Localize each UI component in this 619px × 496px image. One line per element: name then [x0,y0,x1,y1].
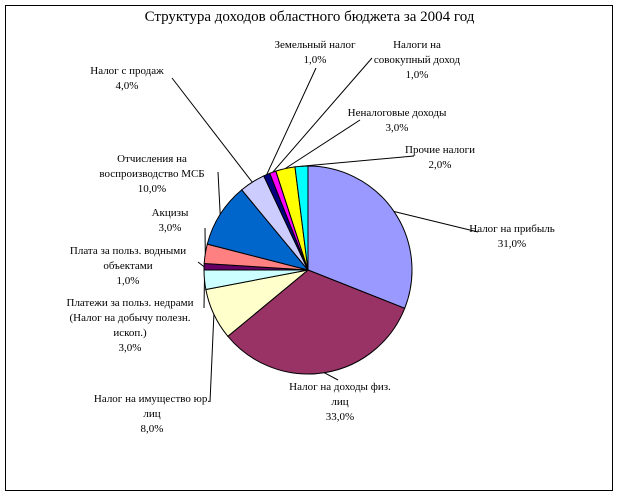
chart-title: Структура доходов областного бюджета за … [144,9,475,25]
leader-line [285,119,361,169]
slice-label: Плата за польз. водными объектами 1,0% [63,244,193,289]
category-label: Неналоговые доходы [347,107,447,119]
slice-label: Платежи за польз. недрами (Налог на добы… [60,296,200,356]
leader-line [393,211,479,233]
category-label: Земельный налог [274,39,356,51]
category-label: Налог с продаж [90,65,164,77]
leader-line [197,261,205,268]
leader-line [266,67,317,175]
leader-line [209,314,215,403]
value-label: 33,0% [325,411,355,423]
value-label: 3,0% [158,222,182,234]
leader-line [301,155,415,167]
slice-label: Налог на прибыль 31,0% [452,222,572,252]
category-label: Платежи за польз. недрами (Налог на добы… [66,297,194,339]
slice-label: Акцизы 3,0% [140,206,200,236]
value-label: 1,0% [405,69,429,81]
leader-line [217,171,221,215]
category-label: Налог на прибыль [469,223,555,235]
value-label: 1,0% [303,54,327,66]
value-label: 3,0% [118,342,142,354]
category-label: Прочие налоги [405,144,475,156]
slice-label: Отчисления на воспроизводство МСБ 10,0% [92,152,212,197]
category-label: Плата за польз. водными объектами [69,245,187,272]
value-label: 4,0% [115,80,139,92]
category-label: Налог на доходы физ. лиц [289,381,391,408]
slice-label: Неналоговые доходы 3,0% [337,106,457,136]
value-label: 2,0% [428,159,452,171]
leader-line [272,57,373,173]
value-label: 8,0% [140,423,164,435]
leader-line [171,77,253,183]
slice-label: Налог с продаж 4,0% [67,64,187,94]
slice-label: Налоги на совокупный доход 1,0% [367,38,467,83]
leader-line [324,372,339,381]
category-label: Налог на имущество юр. лиц [93,393,211,420]
value-label: 10,0% [137,183,167,195]
category-label: Акцизы [151,207,189,219]
slice-label: Прочие налоги 2,0% [390,143,490,173]
slice-label: Земельный налог 1,0% [260,38,370,68]
slice-label: Налог на имущество юр. лиц 8,0% [92,392,212,437]
category-label: Отчисления на воспроизводство МСБ [99,153,205,180]
value-label: 3,0% [385,122,409,134]
category-label: Налоги на совокупный доход [373,39,461,66]
value-label: 1,0% [116,275,140,287]
slice-label: Налог на доходы физ. лиц 33,0% [285,380,395,425]
value-label: 31,0% [497,238,527,250]
